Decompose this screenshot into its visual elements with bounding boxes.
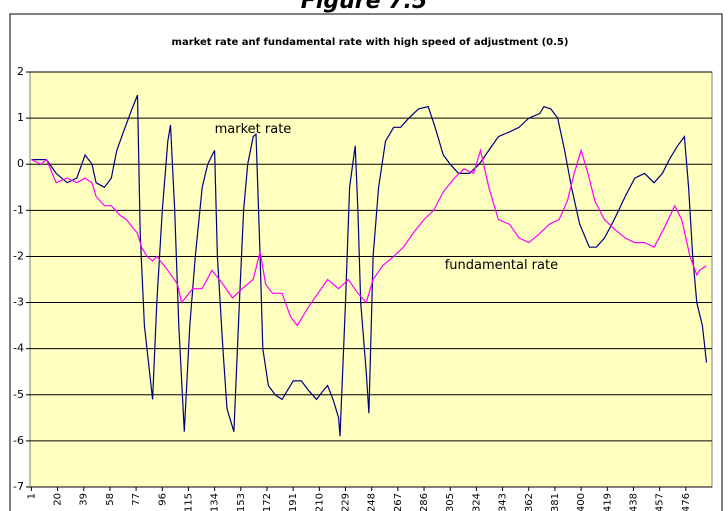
x-tick-label: 457: [655, 493, 666, 511]
x-tick-label: 438: [628, 493, 639, 511]
x-tick-label: 381: [550, 493, 561, 511]
y-tick-label: 2: [17, 65, 24, 78]
x-tick-label: 343: [498, 493, 509, 511]
x-tick-label: 134: [210, 493, 221, 511]
figure-label: Figure 7.5: [301, 0, 427, 14]
x-tick-label: 267: [393, 493, 404, 511]
x-tick-label: 96: [157, 493, 168, 506]
annotation: market rate: [215, 122, 292, 137]
x-tick-label: 476: [681, 493, 692, 511]
x-tick-label: 77: [131, 493, 142, 506]
x-tick-label: 172: [262, 493, 273, 511]
x-tick-label: 115: [183, 493, 194, 511]
annotation: fundamental rate: [445, 258, 558, 273]
x-tick-label: 39: [79, 493, 90, 506]
y-tick-label: -2: [13, 249, 24, 262]
x-tick-label: 20: [53, 493, 64, 506]
x-tick-label: 400: [576, 493, 587, 511]
y-tick-label: -3: [13, 296, 24, 309]
x-tick-label: 305: [445, 493, 456, 511]
x-tick-label: 153: [236, 493, 247, 511]
chart-title: market rate anf fundamental rate with hi…: [172, 37, 569, 48]
y-tick-label: -1: [13, 203, 24, 216]
x-tick-label: 191: [288, 493, 299, 511]
x-tick-label: 286: [419, 493, 430, 511]
y-tick-label: -6: [13, 434, 24, 447]
x-tick-label: 58: [105, 493, 116, 506]
plot-area: [29, 71, 713, 488]
x-tick-label: 210: [314, 493, 325, 511]
series-line: [31, 148, 707, 327]
x-tick-label: 419: [602, 493, 613, 511]
x-tick-label: 248: [367, 493, 378, 511]
x-tick-label: 324: [471, 493, 482, 511]
y-tick-label: -5: [13, 388, 24, 401]
x-tick-label: 229: [341, 493, 352, 511]
y-tick-label: -7: [13, 480, 24, 493]
x-tick-label: 1: [26, 493, 37, 499]
y-tick-label: -4: [13, 342, 24, 355]
x-tick-label: 362: [524, 493, 535, 511]
series-line: [31, 94, 708, 437]
y-tick-label: 0: [17, 157, 24, 170]
y-tick-label: 1: [17, 111, 24, 124]
